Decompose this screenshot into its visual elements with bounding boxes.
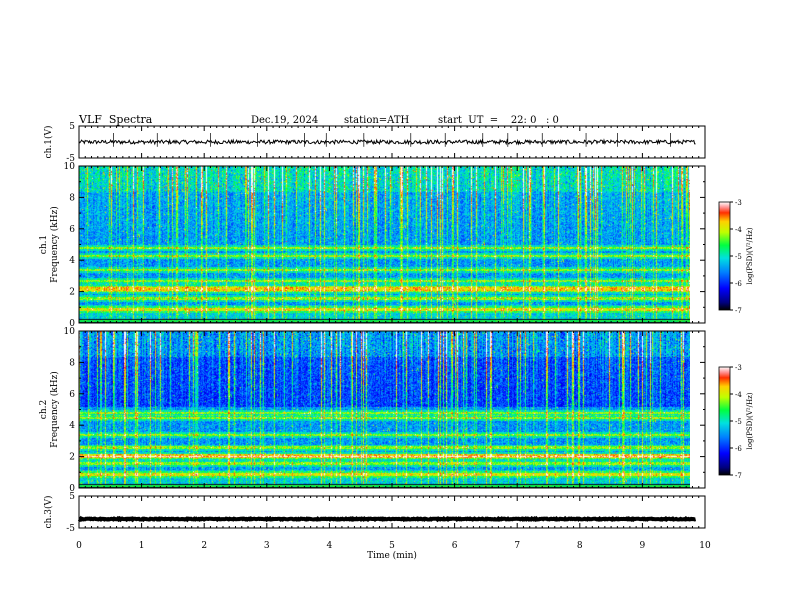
- ytick-label: 0: [69, 484, 75, 494]
- colorbar-label: log(PSD)(V²/Hz): [746, 392, 754, 449]
- ytick-label: 5: [69, 492, 75, 502]
- ytick-label: 4: [69, 256, 75, 266]
- ylabel-ch2-spectrogram: ch.2: [39, 400, 49, 419]
- ytick-label: 4: [69, 421, 75, 431]
- colorbar-tick-label: -5: [735, 253, 742, 261]
- xtick-label: 7: [514, 541, 520, 551]
- colorbar-label: log(PSD)(V²/Hz): [746, 227, 754, 284]
- ylabel-ch1-waveform: ch.1(V): [43, 126, 54, 159]
- colorbar-tick-label: -4: [735, 226, 742, 234]
- ytick-label: 2: [69, 453, 75, 463]
- date-label: Dec.19, 2024: [251, 115, 319, 126]
- ylabel-ch1-spectrogram: ch.1: [39, 235, 49, 254]
- colorbar-tick-label: -6: [735, 280, 742, 288]
- colorbar-ch1-spectrogram: [718, 201, 731, 311]
- ytick-label: 8: [69, 193, 75, 203]
- ytick-label: 8: [69, 358, 75, 368]
- xtick-label: 6: [452, 541, 458, 551]
- xtick-label: 10: [699, 541, 711, 551]
- figure-title: VLF Spectra: [79, 113, 153, 126]
- xtick-label: 4: [327, 541, 333, 551]
- xtick-label: 5: [389, 541, 395, 551]
- ytick-label: 6: [69, 390, 75, 400]
- colorbar-tick-label: -6: [735, 445, 742, 453]
- xtick-label: 9: [640, 541, 646, 551]
- ytick-label: 2: [69, 288, 75, 298]
- spectrogram-image-ch1-spectrogram: [79, 166, 690, 323]
- xtick-label: 2: [201, 541, 207, 551]
- colorbar-tick-label: -7: [735, 472, 742, 480]
- xaxis-label: Time (min): [367, 550, 417, 561]
- colorbar-tick-label: -3: [735, 199, 742, 207]
- start-ut-label: start UT = 22: 0 : 0: [438, 115, 559, 126]
- trace-ch3-waveform: [77, 515, 697, 523]
- colorbar-tick-label: -7: [735, 307, 742, 315]
- ytick-label: 0: [69, 319, 75, 329]
- ytick-label: -5: [66, 524, 75, 534]
- spectrogram-image-ch2-spectrogram: [79, 331, 690, 488]
- station-label: station=ATH: [344, 115, 410, 126]
- colorbar-tick-label: -4: [735, 391, 742, 399]
- trace-ch1-waveform: [78, 138, 696, 146]
- ytick-label: 10: [64, 162, 76, 172]
- ytick-label: 5: [69, 122, 75, 132]
- ylabel-ch2-spectrogram: Frequency (kHz): [49, 371, 60, 448]
- ytick-label: 6: [69, 225, 75, 235]
- xtick-label: 0: [76, 541, 82, 551]
- colorbar-ch2-spectrogram: [718, 366, 731, 476]
- ytick-label: 10: [64, 327, 76, 337]
- ylabel-ch1-spectrogram: Frequency (kHz): [49, 206, 60, 283]
- colorbar-tick-label: -5: [735, 418, 742, 426]
- xtick-label: 8: [577, 541, 583, 551]
- colorbar-tick-label: -3: [735, 364, 742, 372]
- ylabel-ch3-waveform: ch.3(V): [43, 496, 54, 529]
- ytick-label: -5: [66, 154, 75, 164]
- xtick-label: 1: [139, 541, 145, 551]
- xtick-label: 3: [264, 541, 270, 551]
